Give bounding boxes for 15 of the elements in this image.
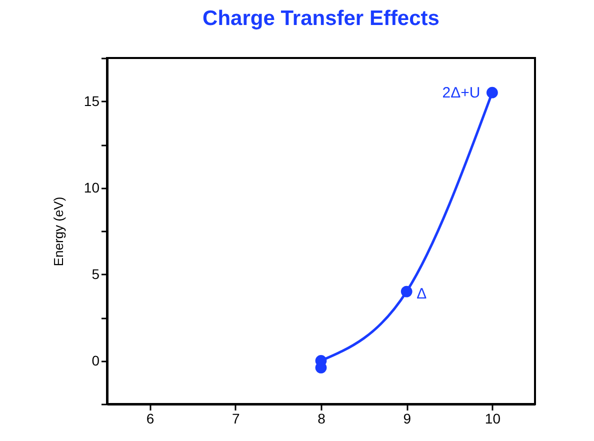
y-tick-label: 10: [84, 179, 100, 196]
x-tick-label: 6: [146, 410, 154, 426]
y-tick-label: 15: [84, 92, 100, 109]
annotation: 2Δ+U: [442, 84, 480, 102]
x-tick-label: 8: [318, 410, 326, 426]
annotation: Δ: [416, 286, 427, 303]
chart-title: Charge Transfer Effects: [202, 7, 440, 30]
x-tick-label: 10: [484, 410, 501, 426]
point: [400, 286, 412, 298]
x-tick-label: 7: [232, 410, 240, 426]
y-tick-label: 0: [92, 352, 100, 368]
point: [486, 86, 498, 98]
x-tick-label: 9: [403, 410, 412, 426]
y-tick-label: 5: [92, 266, 100, 282]
y-axis-title: Energy (eV): [50, 196, 66, 266]
